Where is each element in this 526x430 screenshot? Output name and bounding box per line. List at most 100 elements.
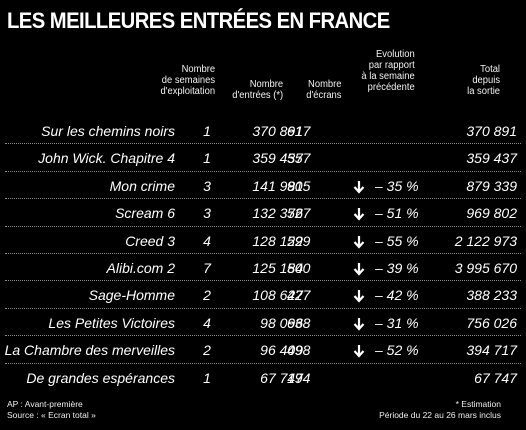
screens-count: 498 bbox=[287, 342, 311, 359]
weeks-count: 1 bbox=[203, 123, 211, 139]
header-total-line: la sortie bbox=[467, 86, 500, 97]
evolution-value: – 35 % bbox=[375, 177, 419, 194]
evolution-value: – 51 % bbox=[375, 205, 419, 222]
header-screens-line: Nombre bbox=[307, 79, 341, 90]
period-note: Période du 22 au 26 mars inclus bbox=[379, 410, 501, 420]
table-row: Sage-Homme 2 108 627 427 – 42 % 388 233 bbox=[5, 281, 521, 309]
total-entries: 3 995 670 bbox=[454, 259, 517, 276]
arrow-down-icon bbox=[353, 208, 365, 221]
entries-count: 98 096 bbox=[260, 314, 303, 331]
weeks-count: 4 bbox=[203, 314, 211, 331]
table-row: John Wick. Chapitre 4 1 359 437 557 359 … bbox=[5, 144, 521, 172]
screens-count: 617 bbox=[287, 123, 311, 139]
entries-count: 108 627 bbox=[252, 287, 303, 304]
screens-count: 527 bbox=[287, 205, 311, 222]
header-entries-line: Nombre bbox=[249, 79, 283, 90]
entries-count: 128 122 bbox=[252, 232, 303, 249]
table-row: Creed 3 4 128 122 599 – 55 % 2 122 973 bbox=[5, 227, 521, 254]
movie-title: Creed 3 bbox=[125, 232, 175, 249]
screens-count: 905 bbox=[287, 177, 311, 194]
evolution-value: – 55 % bbox=[375, 232, 419, 249]
screens-count: 638 bbox=[287, 314, 311, 331]
table-row: Alibi.com 2 7 125 184 500 – 39 % 3 995 6… bbox=[5, 254, 521, 282]
screens-count: 557 bbox=[287, 150, 311, 167]
arrow-down-icon bbox=[353, 235, 365, 249]
arrow-down-icon bbox=[353, 262, 365, 276]
movie-title: Sage-Homme bbox=[88, 287, 175, 304]
weeks-count: 2 bbox=[203, 287, 211, 304]
screens-count: 194 bbox=[287, 369, 311, 386]
header-evolution-line: par rapport bbox=[369, 60, 415, 71]
total-entries: 388 233 bbox=[466, 287, 517, 304]
table-row: Les Petites Victoires 4 98 096 638 – 31 … bbox=[5, 309, 521, 337]
evolution-value: – 52 % bbox=[375, 342, 419, 359]
header-weeks: Nombre de semaines d'exploitation bbox=[160, 64, 215, 97]
header-weeks-line: d'exploitation bbox=[160, 86, 215, 97]
screens-count: 427 bbox=[287, 287, 311, 304]
evolution-value: – 39 % bbox=[375, 259, 419, 276]
entries-count: 141 981 bbox=[252, 177, 303, 194]
total-entries: 879 339 bbox=[466, 177, 517, 194]
entries-count: 359 437 bbox=[252, 150, 303, 167]
header-weeks-line: Nombre bbox=[181, 64, 215, 75]
estimation-note: * Estimation bbox=[455, 399, 501, 409]
table-row: Mon crime 3 141 981 905 – 35 % 879 339 bbox=[5, 172, 521, 200]
arrow-down-icon bbox=[353, 180, 365, 194]
header-entries: Nombre d'entrées (*) bbox=[232, 79, 283, 101]
total-entries: 394 717 bbox=[466, 342, 517, 359]
total-entries: 2 122 973 bbox=[454, 232, 517, 249]
entries-count: 96 409 bbox=[260, 342, 303, 359]
box-office-table: Sur les chemins noirs 1 370 891 617 370 … bbox=[5, 117, 521, 390]
header-evolution-line: précédente bbox=[367, 82, 415, 93]
header-total-line: depuis bbox=[472, 75, 500, 86]
arrow-down-icon bbox=[353, 345, 365, 358]
entries-count: 370 891 bbox=[252, 123, 303, 139]
movie-title: Mon crime bbox=[109, 177, 175, 194]
weeks-count: 3 bbox=[203, 205, 211, 222]
movie-title: La Chambre des merveilles bbox=[4, 342, 175, 359]
weeks-count: 1 bbox=[203, 150, 211, 167]
header-evolution-line: Evolution bbox=[376, 49, 415, 60]
table-row: Sur les chemins noirs 1 370 891 617 370 … bbox=[5, 117, 521, 145]
evolution-value: – 42 % bbox=[375, 287, 419, 304]
total-entries: 67 747 bbox=[474, 369, 517, 386]
weeks-count: 4 bbox=[203, 232, 211, 249]
movie-title: John Wick. Chapitre 4 bbox=[38, 150, 175, 167]
footer-right: * Estimation Période du 22 au 26 mars in… bbox=[379, 399, 501, 421]
movie-title: Scream 6 bbox=[115, 205, 175, 222]
header-evolution: Evolution par rapport à la semaine précé… bbox=[362, 49, 415, 93]
movie-title: Sur les chemins noirs bbox=[41, 123, 175, 139]
footer-left: AP : Avant-première Source : « Ecran tot… bbox=[7, 399, 96, 421]
arrow-down-icon bbox=[353, 317, 365, 331]
entries-count: 67 747 bbox=[260, 369, 303, 386]
table-row: La Chambre des merveilles 2 96 409 498 –… bbox=[4, 336, 521, 364]
entries-count: 125 184 bbox=[252, 259, 303, 276]
screens-count: 500 bbox=[287, 259, 311, 276]
total-entries: 359 437 bbox=[466, 150, 517, 167]
weeks-count: 3 bbox=[203, 177, 211, 194]
movie-title: Alibi.com 2 bbox=[106, 259, 175, 276]
arrow-down-icon bbox=[353, 290, 365, 303]
header-total-line: Total bbox=[480, 64, 500, 75]
page-title: LES MEILLEURES ENTRÉES EN FRANCE bbox=[7, 8, 390, 33]
total-entries: 756 026 bbox=[466, 314, 517, 331]
header-screens: Nombre d'écrans bbox=[306, 79, 341, 101]
source-note: Source : « Ecran total » bbox=[7, 410, 96, 420]
total-entries: 969 802 bbox=[466, 205, 517, 222]
footnote-ap: AP : Avant-première bbox=[7, 399, 83, 409]
header-screens-line: d'écrans bbox=[305, 90, 341, 101]
header-evolution-line: à la semaine bbox=[361, 71, 415, 82]
movie-title: De grandes espérances bbox=[26, 369, 175, 386]
weeks-count: 2 bbox=[203, 342, 211, 359]
total-entries: 370 891 bbox=[466, 123, 517, 139]
entries-count: 132 376 bbox=[252, 205, 303, 222]
header-entries-line: d'entrées (*) bbox=[232, 90, 283, 101]
weeks-count: 1 bbox=[203, 369, 211, 386]
weeks-count: 7 bbox=[203, 259, 211, 276]
movie-title: Les Petites Victoires bbox=[48, 314, 175, 331]
table-row: Scream 6 3 132 376 527 – 51 % 969 802 bbox=[5, 199, 521, 227]
header-total: Total depuis la sortie bbox=[467, 64, 500, 97]
evolution-value: – 31 % bbox=[375, 314, 419, 331]
screens-count: 599 bbox=[287, 232, 311, 249]
table-row: De grandes espérances 1 67 747 194 67 74… bbox=[5, 364, 521, 390]
